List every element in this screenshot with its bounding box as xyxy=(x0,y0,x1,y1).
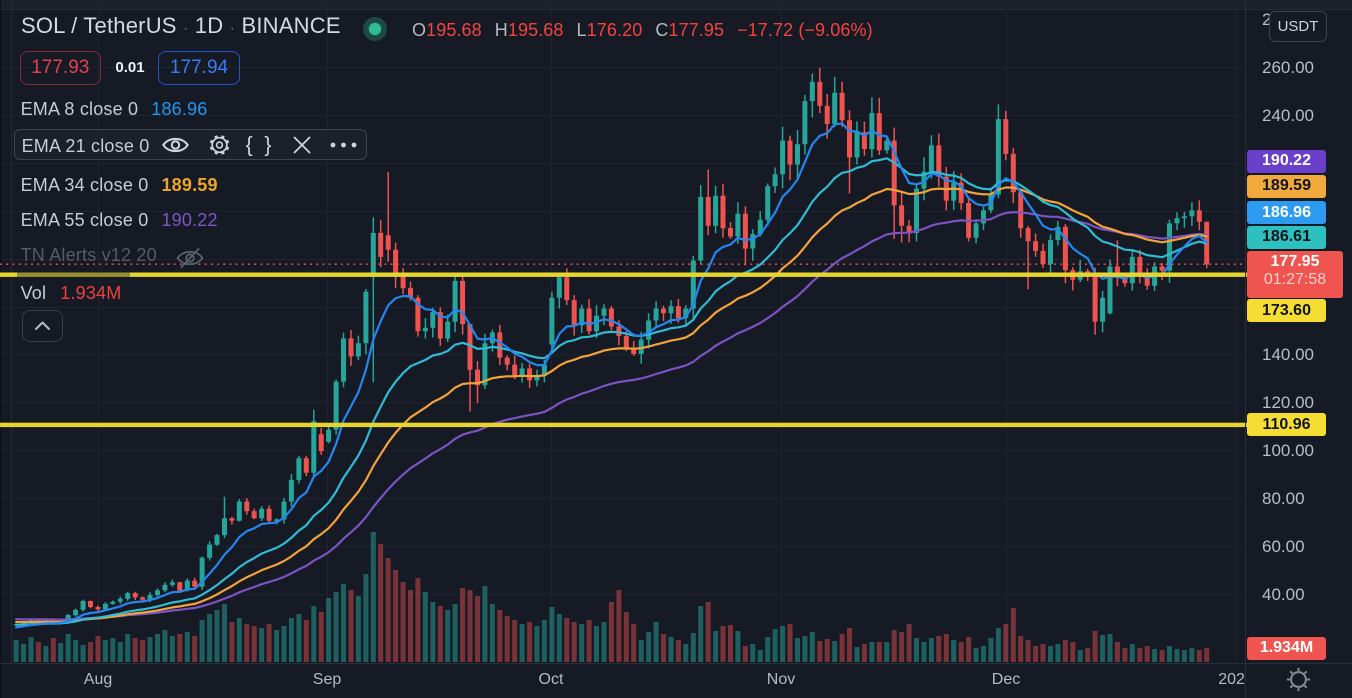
svg-text:{ }: { } xyxy=(246,134,275,157)
